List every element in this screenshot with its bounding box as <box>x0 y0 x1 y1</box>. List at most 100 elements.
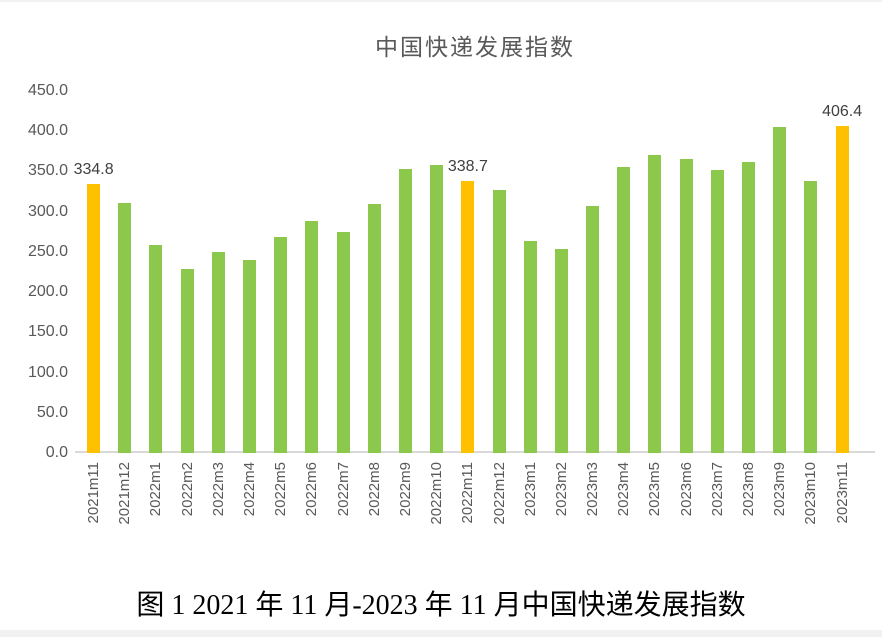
y-tick-label: 300.0 <box>27 202 68 220</box>
y-tick-label: 450.0 <box>27 82 68 99</box>
y-tick-label: 100.0 <box>27 363 68 381</box>
x-label-cell: 2022m4 <box>234 462 265 567</box>
bar-column <box>296 91 327 453</box>
bar <box>118 202 132 453</box>
bar-column <box>483 91 514 453</box>
x-tick-label: 2021m12 <box>116 462 134 525</box>
x-tick-label: 2022m2 <box>178 462 196 517</box>
bar-series: 334.8 338.7 406.4 <box>74 91 862 453</box>
bar <box>492 189 506 453</box>
bar-column <box>639 91 670 453</box>
y-tick-label: 50.0 <box>36 403 68 421</box>
figure-caption: 图 1 2021 年 11 月-2023 年 11 月中国快递发展指数 <box>136 590 746 621</box>
x-tick-label: 2023m4 <box>615 462 633 517</box>
bar-column <box>608 91 639 453</box>
bar-column <box>140 91 171 453</box>
x-tick-label: 2022m8 <box>365 462 383 517</box>
x-tick-label: 2022m6 <box>303 462 321 517</box>
x-tick-label: 2022m4 <box>241 462 259 517</box>
bar-column <box>702 91 733 453</box>
x-label-cell: 2022m10 <box>421 462 452 567</box>
bar-column <box>546 91 577 453</box>
x-tick-label: 2022m3 <box>209 462 227 517</box>
y-tick-label: 150.0 <box>27 323 68 341</box>
y-tick-label: 0.0 <box>45 443 68 461</box>
x-tick-label: 2023m5 <box>646 462 664 517</box>
x-label-cell: 2022m11 <box>452 462 483 567</box>
x-label-cell: 2023m2 <box>546 462 577 567</box>
y-tick-label: 400.0 <box>27 122 68 140</box>
bar <box>305 220 319 453</box>
bar-column <box>671 91 702 453</box>
bar-column <box>234 91 265 453</box>
x-label-cell: 2023m6 <box>671 462 702 567</box>
x-tick-label: 2022m5 <box>272 462 290 517</box>
x-label-cell: 2023m4 <box>608 462 639 567</box>
bar-column: 338.7 <box>448 91 488 453</box>
bar <box>336 231 350 453</box>
y-tick-label: 200.0 <box>27 283 68 301</box>
x-label-cell: 2021m11 <box>78 462 109 567</box>
x-label-cell: 2022m6 <box>296 462 327 567</box>
x-tick-label: 2023m2 <box>552 462 570 517</box>
x-label-cell: 2023m9 <box>764 462 795 567</box>
bar-value-label: 338.7 <box>447 157 488 175</box>
bar-value-label: 406.4 <box>822 103 863 121</box>
chart-title: 中国快递发展指数 <box>375 34 575 60</box>
x-tick-label: 2022m7 <box>334 462 352 517</box>
x-label-cell: 2022m8 <box>359 462 390 567</box>
x-label-cell: 2023m7 <box>702 462 733 567</box>
x-label-cell: 2022m2 <box>172 462 203 567</box>
x-tick-label: 2022m9 <box>396 462 414 517</box>
x-label-cell: 2022m9 <box>390 462 421 567</box>
bar-value-label: 334.8 <box>73 160 114 178</box>
bar-column <box>328 91 359 453</box>
bar-highlighted <box>461 180 475 453</box>
x-label-cell: 2023m10 <box>795 462 826 567</box>
x-label-cell: 2023m3 <box>577 462 608 567</box>
bar-column <box>577 91 608 453</box>
bar-column <box>764 91 795 453</box>
x-label-cell: 2022m3 <box>203 462 234 567</box>
bar-column <box>265 91 296 453</box>
x-tick-label: 2023m8 <box>740 462 758 517</box>
bar <box>586 206 600 453</box>
x-tick-label: 2022m11 <box>459 462 477 524</box>
bar <box>679 158 693 453</box>
bar <box>648 154 662 453</box>
x-label-cell: 2022m1 <box>140 462 171 567</box>
bar <box>742 162 756 453</box>
x-label-cell: 2023m5 <box>639 462 670 567</box>
bar <box>274 237 288 453</box>
bar-column <box>172 91 203 453</box>
bar <box>180 269 194 453</box>
x-label-cell: 2022m12 <box>483 462 514 567</box>
bar <box>367 203 381 453</box>
x-tick-label: 2023m6 <box>677 462 695 517</box>
bar-column <box>109 91 140 453</box>
x-tick-label: 2023m1 <box>521 462 539 517</box>
bar <box>211 251 225 453</box>
bar-column: 406.4 <box>822 91 862 453</box>
bar <box>710 170 724 453</box>
bar-column <box>359 91 390 453</box>
bar-highlighted <box>835 126 849 453</box>
x-tick-label: 2021m11 <box>85 462 103 524</box>
bar-highlighted <box>87 183 101 453</box>
x-label-cell: 2022m7 <box>328 462 359 567</box>
x-label-cell: 2023m8 <box>733 462 764 567</box>
x-axis-line <box>75 451 875 453</box>
bar <box>398 169 412 453</box>
bar <box>804 180 818 453</box>
x-tick-label: 2023m9 <box>771 462 789 517</box>
x-tick-label: 2023m7 <box>708 462 726 517</box>
bar-column: 334.8 <box>74 91 114 453</box>
bar-column <box>795 91 826 453</box>
x-tick-label: 2023m10 <box>802 462 820 525</box>
bar-column <box>390 91 421 453</box>
bar <box>430 165 444 453</box>
x-tick-label: 2023m11 <box>833 462 851 524</box>
x-label-cell: 2021m12 <box>109 462 140 567</box>
x-tick-label: 2022m10 <box>428 462 446 525</box>
